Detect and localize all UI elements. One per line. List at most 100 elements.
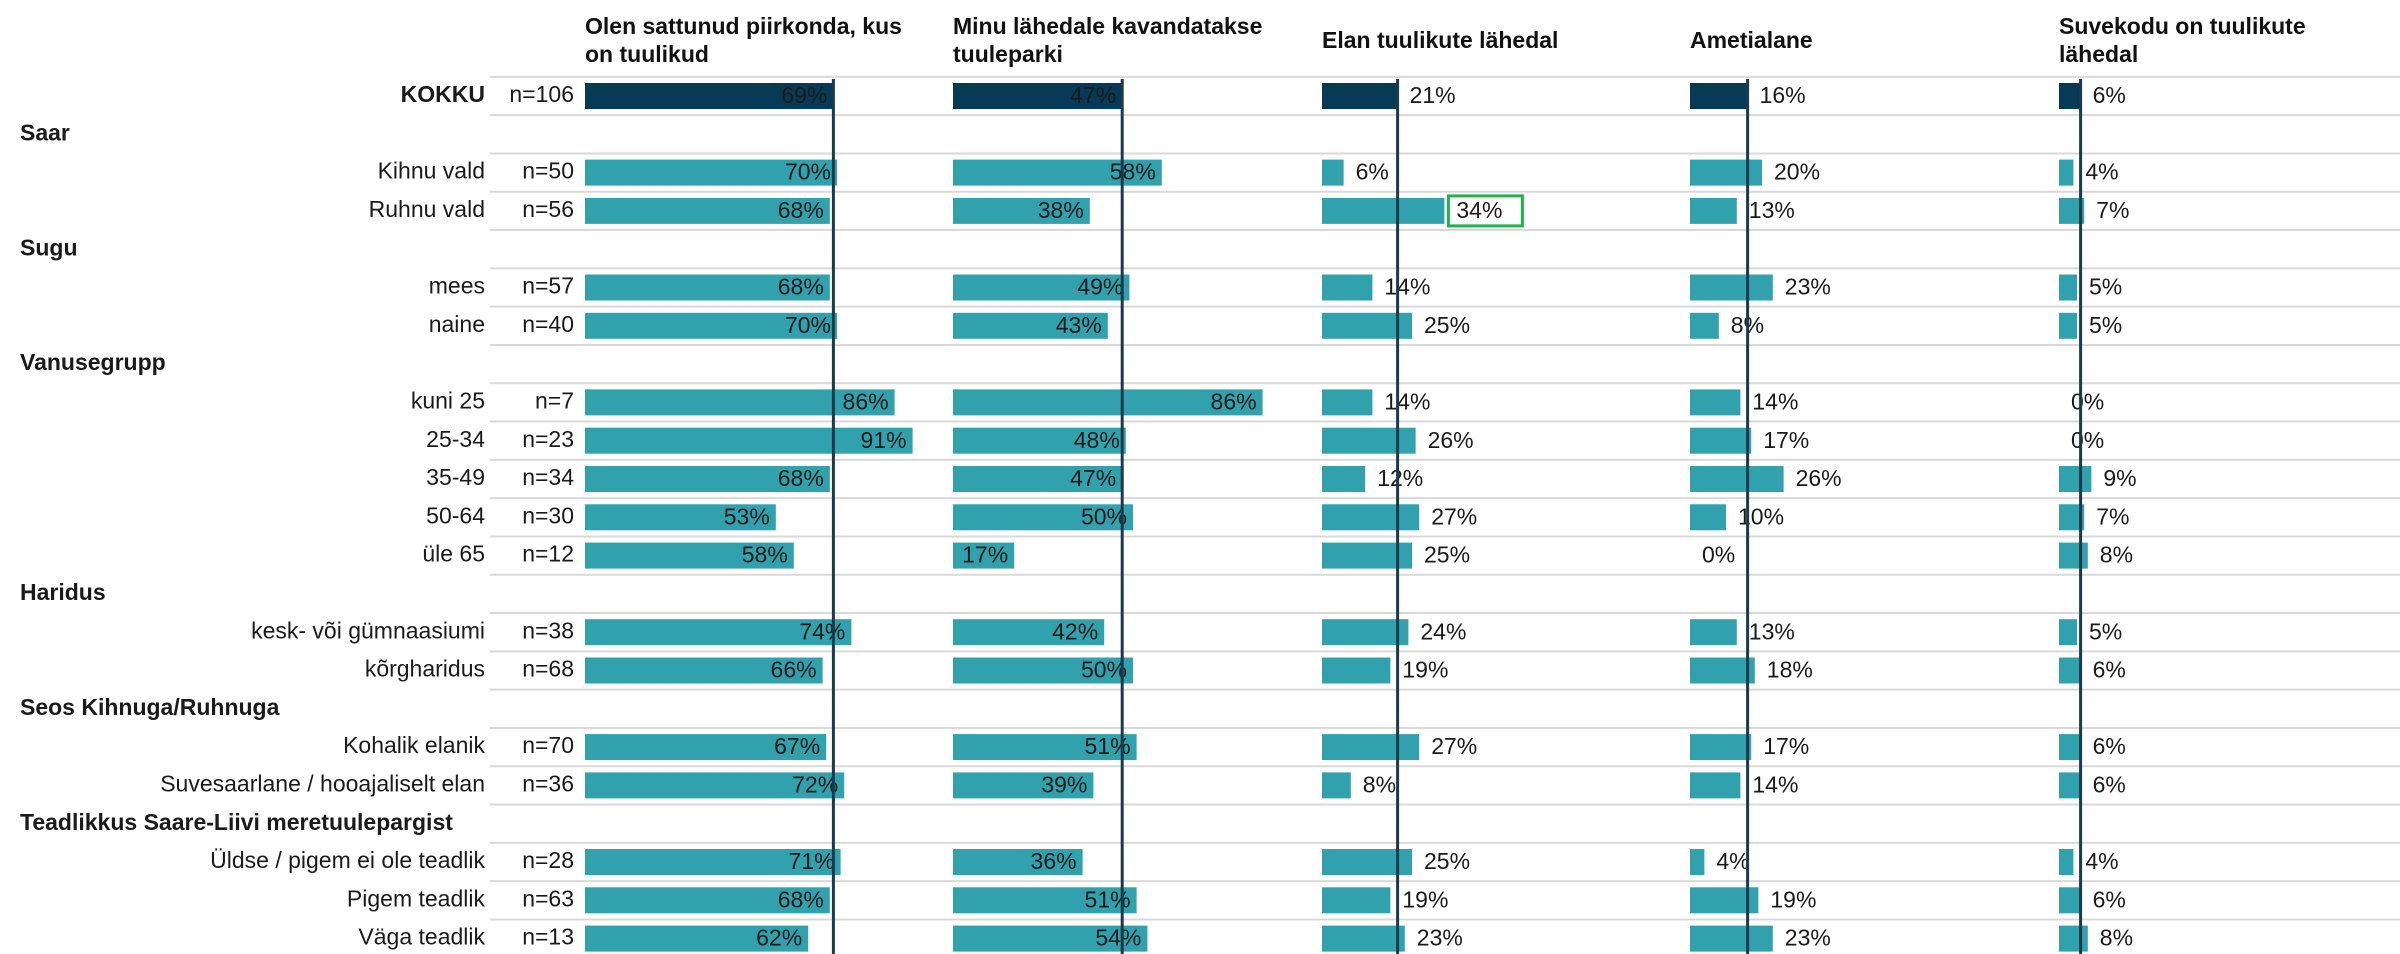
value-label: 12% [1377, 465, 1423, 491]
row-label: 50-64 [426, 502, 485, 528]
bar [953, 312, 1108, 339]
bar [585, 83, 834, 109]
value-label: 17% [1763, 733, 1809, 759]
group-label: Saar [20, 119, 70, 145]
bar [2059, 83, 2081, 109]
value-label: 48% [1074, 427, 1120, 453]
bar [1690, 466, 1784, 492]
value-label: 19% [1402, 886, 1448, 912]
value-label: 16% [1760, 82, 1806, 108]
bar [2059, 274, 2077, 301]
value-label: 70% [785, 312, 831, 338]
bar [953, 159, 1162, 186]
value-label: 27% [1431, 503, 1477, 529]
value-label: 14% [1752, 771, 1798, 797]
n-label: n=50 [522, 158, 574, 184]
n-label: n=56 [522, 196, 574, 222]
value-label: 10% [1738, 503, 1784, 529]
value-label: 8% [2100, 542, 2133, 568]
bar [585, 159, 837, 186]
bar [585, 887, 830, 914]
bar [953, 887, 1137, 914]
value-label: 17% [1763, 427, 1809, 453]
n-label: n=68 [522, 656, 574, 682]
value-label: 13% [1749, 618, 1795, 644]
bar [1690, 657, 1755, 684]
value-label: 14% [1752, 388, 1798, 414]
bar [2059, 466, 2092, 492]
n-label: n=106 [509, 81, 574, 107]
value-label: 68% [778, 465, 824, 491]
value-label: 26% [1428, 427, 1474, 453]
value-label: 39% [1041, 771, 1087, 797]
n-label: n=12 [522, 541, 574, 567]
value-label: 23% [1785, 274, 1831, 300]
column-header: Olen sattunud piirkonda, kus on tuulikud [585, 13, 902, 67]
bar [2059, 312, 2077, 339]
row-label: Ruhnu vald [369, 196, 485, 222]
bar [585, 925, 809, 952]
bar [953, 504, 1133, 531]
value-label: 47% [1070, 465, 1116, 491]
value-label: 36% [1031, 848, 1077, 874]
bar [2059, 772, 2081, 799]
row-label: Väga teadlik [358, 924, 485, 950]
column-header: Minu lähedale kavandatakse tuuleparki [953, 13, 1263, 67]
bar [585, 772, 845, 799]
value-label: 0% [1702, 542, 1735, 568]
bar [585, 389, 895, 416]
column-header: Suvekodu on tuulikute lähedal [2059, 13, 2306, 67]
value-label: 67% [774, 733, 820, 759]
value-label: 53% [724, 503, 770, 529]
value-label: 6% [2093, 657, 2126, 683]
column-header: Ametialane [1690, 27, 1813, 53]
bar [953, 849, 1083, 875]
value-label: 58% [742, 542, 788, 568]
n-label: n=70 [522, 732, 574, 758]
bar [1690, 925, 1773, 952]
row-label: Üldse / pigem ei ole teadlik [210, 847, 485, 873]
bar [953, 197, 1090, 224]
column-header: Elan tuulikute lähedal [1322, 27, 1559, 53]
row-label: mees [429, 273, 485, 299]
bar [953, 734, 1137, 761]
bar [1322, 83, 1398, 109]
value-label: 20% [1774, 159, 1820, 185]
value-label: 34% [1456, 197, 1502, 223]
n-label: n=30 [522, 502, 574, 528]
n-label: n=7 [535, 387, 574, 413]
bar [1690, 504, 1726, 531]
row-label: kesk- või gümnaasiumi [251, 617, 485, 643]
bar [1322, 504, 1420, 531]
bar [2059, 657, 2081, 684]
value-label: 50% [1081, 503, 1127, 529]
group-label: Teadlikkus Saare-Liivi meretuulepargist [20, 809, 453, 835]
bar [1322, 427, 1416, 454]
bar [953, 657, 1133, 684]
bar [1322, 197, 1445, 224]
value-label: 7% [2096, 503, 2129, 529]
bar [1690, 619, 1737, 646]
group-label: Vanusegrupp [20, 349, 166, 375]
value-label: 6% [2093, 771, 2126, 797]
row-label: Kohalik elanik [343, 732, 485, 758]
value-label: 7% [2096, 197, 2129, 223]
value-label: 5% [2089, 312, 2122, 338]
bar [1690, 197, 1737, 224]
row-label: Kihnu vald [378, 158, 485, 184]
value-label: 58% [1110, 159, 1156, 185]
group-label: Haridus [20, 579, 106, 605]
n-label: n=40 [522, 311, 574, 337]
bar [1322, 466, 1366, 492]
value-label: 9% [2103, 465, 2136, 491]
bar [1690, 849, 1705, 875]
value-label: 74% [799, 618, 845, 644]
value-label: 8% [2100, 925, 2133, 951]
bar [2059, 159, 2074, 186]
value-label: 62% [756, 925, 802, 951]
value-label: 13% [1749, 197, 1795, 223]
value-label: 8% [1363, 771, 1396, 797]
value-label: 47% [1070, 82, 1116, 108]
bar [585, 466, 830, 492]
